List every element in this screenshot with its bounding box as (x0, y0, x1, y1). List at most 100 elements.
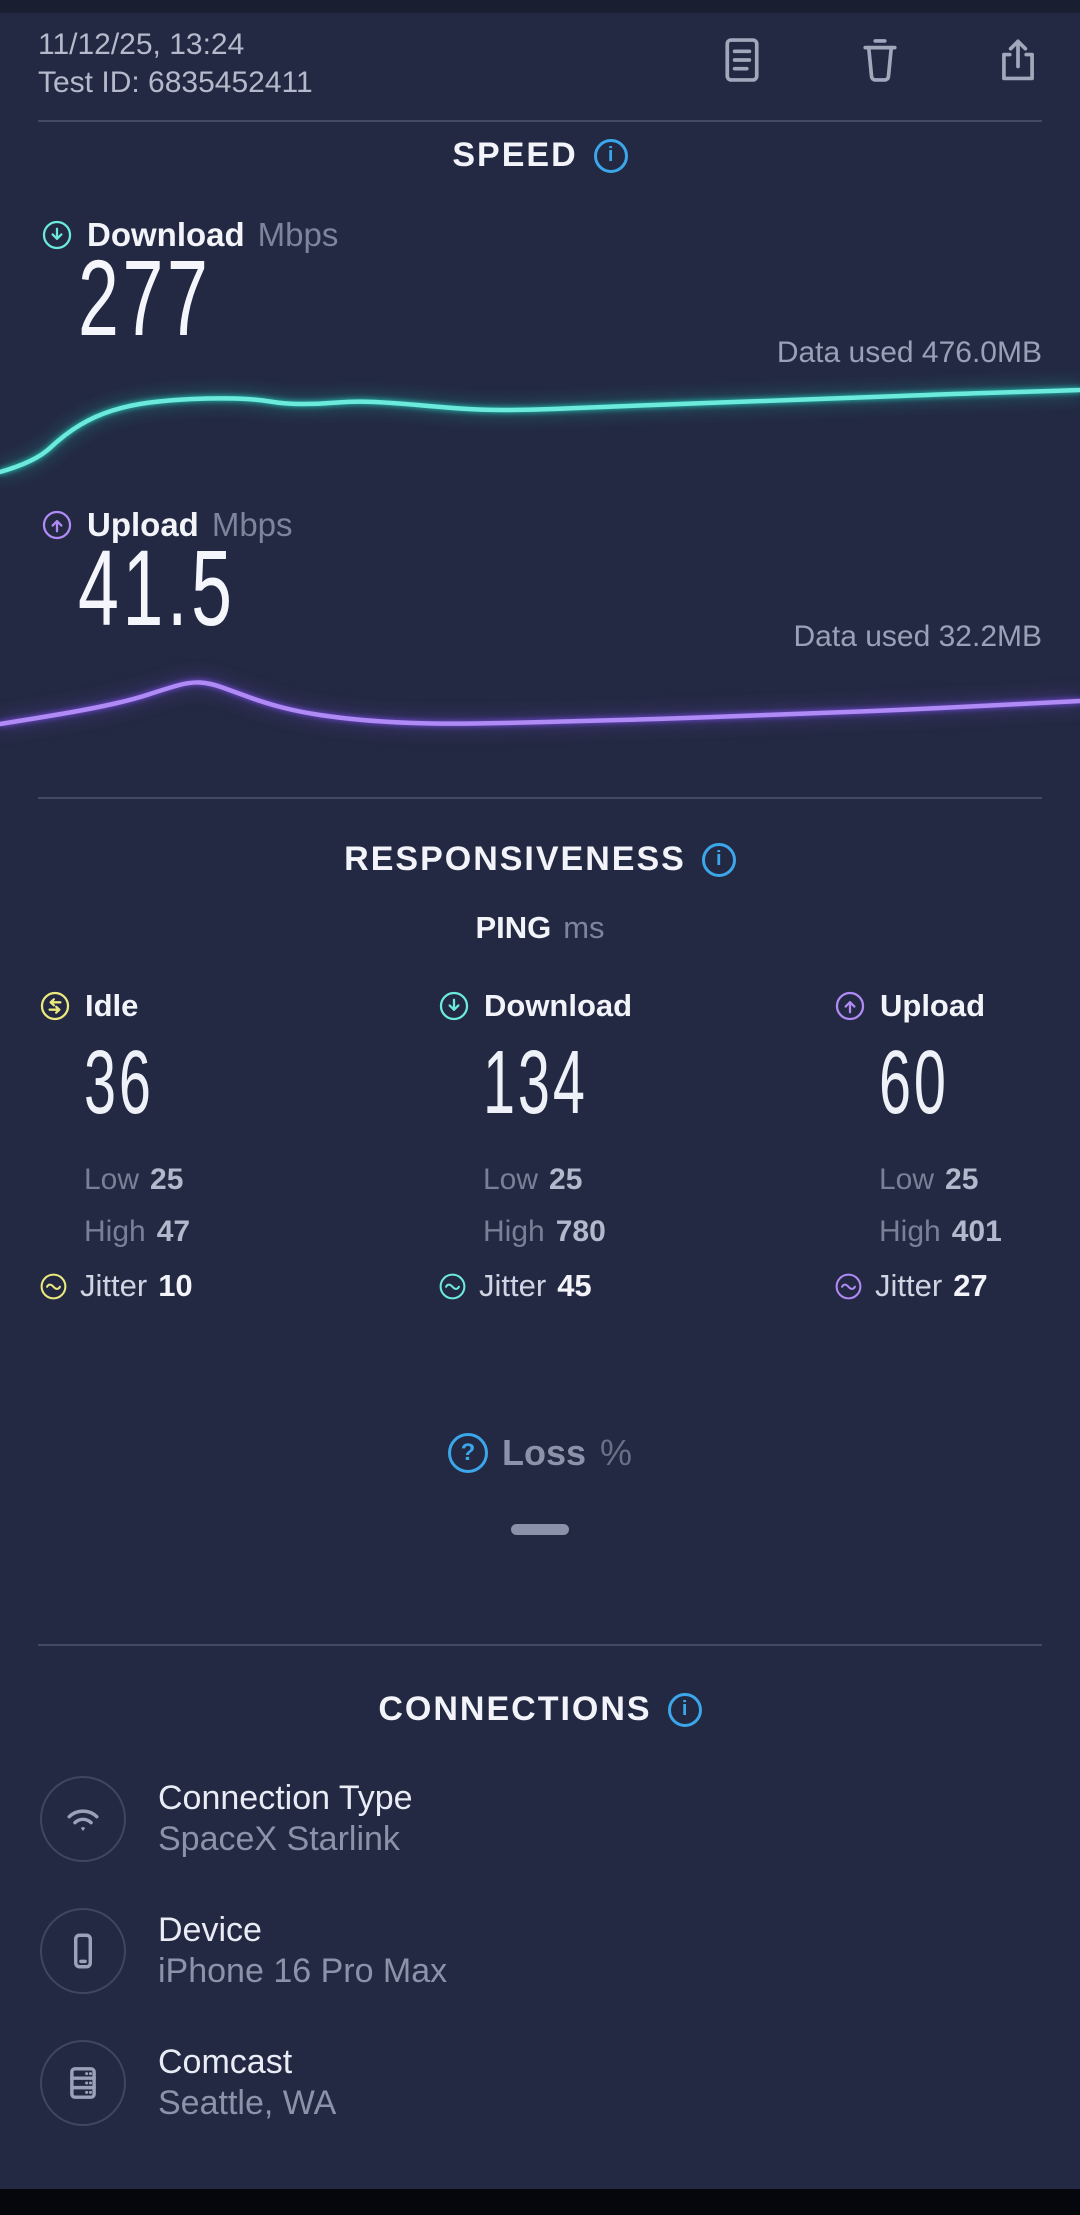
ping-idle-high: High 47 (84, 1214, 190, 1250)
results-icon (725, 38, 759, 82)
phone-icon (73, 1933, 93, 1969)
divider (38, 120, 1042, 122)
jitter-label: Jitter (479, 1268, 547, 1303)
upload-label: Upload Mbps (40, 506, 293, 544)
share-icon (1002, 39, 1034, 81)
ping-idle-low: Low 25 (84, 1162, 183, 1198)
device-row: Device iPhone 16 Pro Max (40, 1908, 447, 1994)
upload-unit: Mbps (211, 506, 293, 543)
test-id: Test ID: 6835452411 (38, 66, 313, 99)
ping-idle-value: 36 (84, 1033, 154, 1133)
connection-type-text: Connection Type SpaceX Starlink (158, 1778, 413, 1860)
jitter-value: 45 (557, 1268, 592, 1303)
high-value: 401 (951, 1215, 1002, 1248)
high-value: 780 (555, 1215, 606, 1248)
ping-idle-label: Idle (85, 988, 139, 1023)
ping-column-download: Download 134 Low 25 High 780 Jitter 45 (437, 988, 647, 1304)
upload-arrow-icon (42, 510, 72, 540)
header-meta: 11/12/25, 13:24 Test ID: 6835452411 (38, 26, 313, 102)
ping-upload-label: Upload (880, 988, 986, 1023)
connections-info-icon[interactable]: i (667, 1692, 702, 1727)
download-label: Download Mbps (40, 216, 338, 254)
connection-type-row: Connection Type SpaceX Starlink (40, 1776, 447, 1862)
test-datetime: 11/12/25, 13:24 (38, 28, 245, 61)
connections-list: Connection Type SpaceX Starlink Device i… (40, 1776, 447, 2126)
ping-column-idle: Idle 36 Low 25 High 47 Jitter 10 (38, 988, 193, 1304)
header: 11/12/25, 13:24 Test ID: 6835452411 (38, 26, 1044, 102)
server-icon (70, 2067, 96, 2099)
speed-section-title: SPEED i (0, 136, 1080, 175)
server-row: Comcast Seattle, WA (40, 2040, 447, 2126)
ping-download-high: High 780 (483, 1214, 606, 1250)
device-value: iPhone 16 Pro Max (158, 1952, 448, 1990)
responsiveness-info-icon[interactable]: i (701, 842, 736, 877)
server-title: Comcast (158, 2043, 293, 2081)
ping-upload-value: 60 (879, 1033, 949, 1133)
ping-column-upload: Upload 60 Low 25 High 401 Jitter 27 (833, 988, 1002, 1304)
speed-info-icon[interactable]: i (593, 138, 628, 173)
ping-label: PING (475, 910, 552, 945)
device-icon-circle (40, 1908, 126, 1994)
download-value: 277 (78, 237, 212, 358)
ping-download-jitter: Jitter 45 (437, 1268, 592, 1304)
delete-button[interactable] (854, 32, 906, 88)
low-label: Low (879, 1163, 935, 1196)
download-arrow-icon (42, 220, 72, 250)
idle-arrows-icon (40, 991, 70, 1021)
ping-download-value: 134 (483, 1033, 588, 1133)
wifi-icon (67, 1809, 99, 1832)
device-text: Device iPhone 16 Pro Max (158, 1910, 447, 1992)
high-label: High (84, 1215, 146, 1248)
top-strip (0, 0, 1080, 13)
ping-unit: ms (563, 910, 605, 945)
low-label: Low (84, 1163, 140, 1196)
server-value: Seattle, WA (158, 2084, 337, 2122)
upload-value: 41.5 (78, 527, 236, 648)
server-icon-circle (40, 2040, 126, 2126)
device-title: Device (158, 1911, 262, 1949)
loss-label: Loss (501, 1432, 586, 1473)
ping-download-label: Download (484, 988, 633, 1023)
trash-icon (863, 39, 897, 82)
download-arrow-icon (439, 991, 469, 1021)
share-button[interactable] (992, 32, 1044, 88)
ping-upload-jitter: Jitter 27 (833, 1268, 988, 1304)
ping-upload-high: High 401 (879, 1214, 1002, 1250)
upload-arrow-icon (835, 991, 865, 1021)
loss-row: ? Loss % (0, 1432, 1080, 1474)
jitter-value: 27 (953, 1268, 988, 1303)
download-unit: Mbps (257, 216, 339, 253)
divider (38, 1644, 1042, 1646)
connections-section-title: CONNECTIONS i (0, 1690, 1080, 1729)
download-chart (0, 387, 1080, 475)
jitter-wave-icon (835, 1273, 862, 1299)
ping-download-low: Low 25 (483, 1162, 582, 1198)
results-button[interactable] (716, 32, 768, 88)
jitter-wave-icon (40, 1273, 67, 1299)
ping-upload-low: Low 25 (879, 1162, 978, 1198)
download-data-used: Data used 476.0MB (776, 336, 1042, 369)
header-actions (716, 32, 1044, 88)
question-icon[interactable]: ? (447, 1433, 488, 1473)
ping-download-header: Download (437, 988, 632, 1024)
responsiveness-section-title: RESPONSIVENESS i (0, 840, 1080, 879)
responsiveness-title-text: RESPONSIVENESS (344, 840, 686, 878)
upload-label-text: Upload (87, 506, 199, 543)
connections-title-text: CONNECTIONS (378, 1690, 652, 1728)
jitter-label: Jitter (875, 1268, 943, 1303)
high-label: High (483, 1215, 545, 1248)
speed-title-text: SPEED (452, 136, 578, 174)
jitter-value: 10 (158, 1268, 193, 1303)
high-label: High (879, 1215, 941, 1248)
high-value: 47 (156, 1215, 191, 1248)
ping-upload-header: Upload (833, 988, 985, 1024)
jitter-label: Jitter (80, 1268, 148, 1303)
server-text: Comcast Seattle, WA (158, 2042, 336, 2124)
ping-idle-header: Idle (38, 988, 138, 1024)
home-indicator-bar (0, 2189, 1080, 2215)
connection-type-title: Connection Type (158, 1779, 413, 1817)
low-label: Low (483, 1163, 539, 1196)
low-value: 25 (150, 1163, 184, 1196)
connection-type-icon-circle (40, 1776, 126, 1862)
